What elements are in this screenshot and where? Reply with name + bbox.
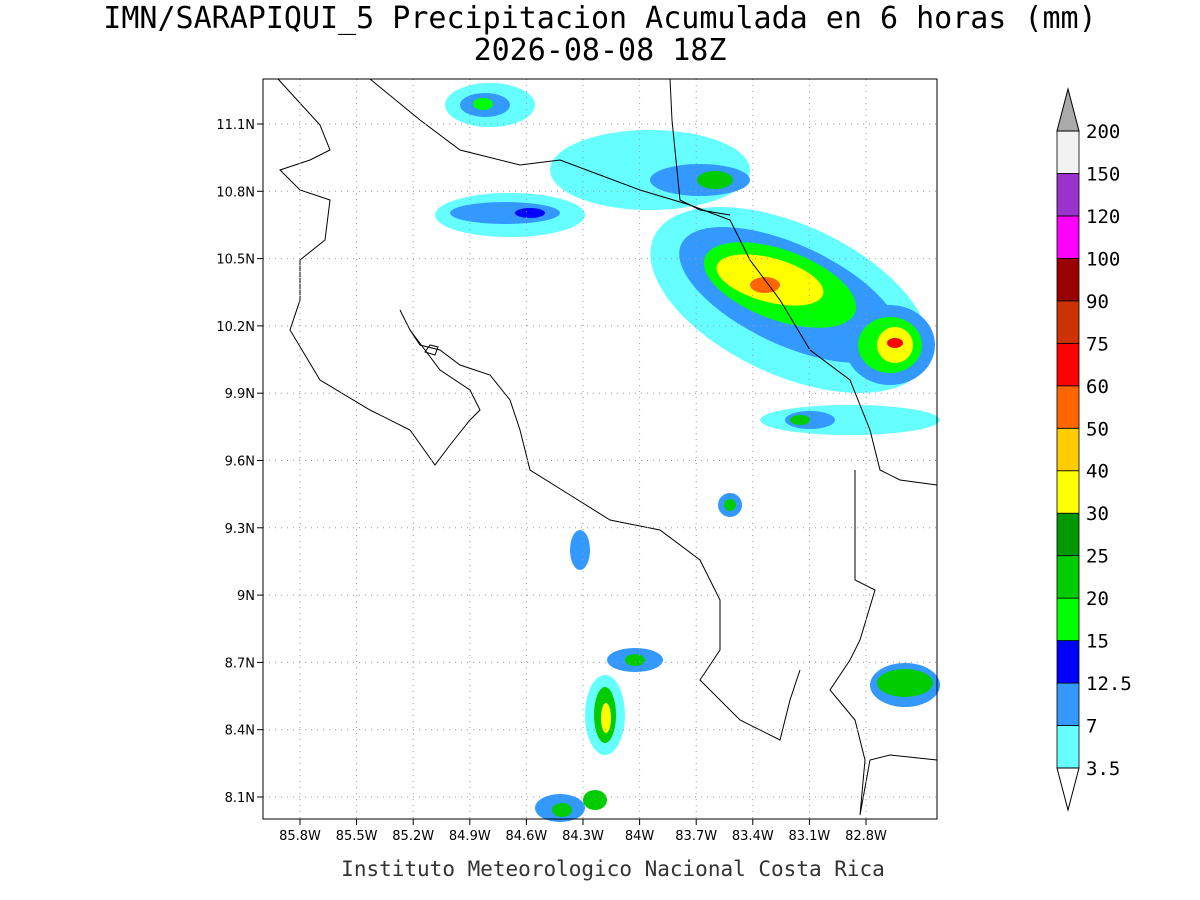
lat-tick-label: 9.6N bbox=[225, 455, 255, 470]
colorbar-label: 100 bbox=[1086, 248, 1120, 270]
colorbar-label: 120 bbox=[1086, 206, 1120, 228]
lat-tick-label: 11.1N bbox=[216, 118, 255, 133]
colorbar-label: 200 bbox=[1086, 121, 1120, 143]
lon-tick-label: 84.9W bbox=[449, 829, 491, 844]
precipitation-field bbox=[435, 83, 940, 822]
lat-tick-label: 9N bbox=[237, 589, 255, 604]
colorbar-band bbox=[1056, 555, 1080, 599]
colorbar-label: 30 bbox=[1086, 503, 1109, 525]
graticule bbox=[263, 79, 937, 819]
colorbar-band bbox=[1056, 385, 1080, 429]
colorbar-label: 60 bbox=[1086, 376, 1109, 398]
colorbar-label: 3.5 bbox=[1086, 758, 1120, 780]
axis-ticks: 85.8W 85.5W 85.2W 84.9W 84.6W 84.3W 84W 83.7W 83… bbox=[216, 118, 887, 844]
title: IMN/SARAPIQUI_5 Precipitacion Acumulada … bbox=[103, 1, 1096, 36]
colorbar-band bbox=[1056, 427, 1080, 472]
colorbar-band bbox=[1056, 342, 1080, 387]
colorbar-band bbox=[1056, 300, 1080, 344]
lon-tick-label: 83.1W bbox=[788, 829, 830, 844]
map-frame bbox=[262, 78, 938, 820]
lon-tick-label: 84.3W bbox=[562, 829, 604, 844]
colorbar-label: 25 bbox=[1086, 546, 1109, 568]
lon-tick-label: 84.6W bbox=[505, 829, 547, 844]
lon-tick-label: 83.4W bbox=[732, 829, 774, 844]
colorbar-label: 150 bbox=[1086, 163, 1120, 185]
colorbar-under bbox=[1056, 767, 1080, 812]
subtitle: 2026-08-08 18Z bbox=[474, 33, 727, 68]
colorbar-label: 90 bbox=[1086, 291, 1109, 313]
colorbar-band bbox=[1056, 512, 1080, 557]
coastline bbox=[277, 78, 938, 816]
colorbar-band bbox=[1056, 725, 1080, 769]
lat-tick-label: 8.7N bbox=[225, 656, 255, 671]
colorbar-label: 15 bbox=[1086, 631, 1109, 653]
lat-tick-label: 8.4N bbox=[225, 724, 255, 739]
footer: Instituto Meteorologico Nacional Costa R… bbox=[341, 857, 885, 881]
colorbar: 3.5 7 12.5 15 20 25 30 40 50 60 75 90 100 120 150 200 bbox=[1056, 87, 1132, 812]
colorbar-band bbox=[1056, 130, 1080, 174]
lat-tick-label: 8.1N bbox=[225, 791, 255, 806]
lon-tick-label: 85.5W bbox=[336, 829, 378, 844]
lat-tick-label: 9.3N bbox=[225, 522, 255, 537]
lat-tick-label: 10.2N bbox=[216, 320, 255, 335]
colorbar-band bbox=[1056, 597, 1080, 642]
lon-tick-label: 82.8W bbox=[845, 829, 887, 844]
colorbar-band bbox=[1056, 682, 1080, 726]
colorbar-band bbox=[1056, 257, 1080, 302]
colorbar-label: 20 bbox=[1086, 588, 1109, 610]
colorbar-over bbox=[1056, 87, 1080, 132]
colorbar-band bbox=[1056, 173, 1080, 217]
colorbar-label: 40 bbox=[1086, 461, 1109, 483]
lon-tick-label: 84W bbox=[625, 829, 655, 844]
colorbar-label: 75 bbox=[1086, 333, 1109, 355]
colorbar-band bbox=[1056, 640, 1080, 684]
lon-tick-label: 85.2W bbox=[392, 829, 434, 844]
colorbar-band bbox=[1056, 215, 1080, 259]
lon-tick-label: 83.7W bbox=[675, 829, 717, 844]
lat-tick-label: 10.5N bbox=[216, 253, 255, 268]
lat-tick-label: 9.9N bbox=[225, 387, 255, 402]
colorbar-band bbox=[1056, 470, 1080, 514]
colorbar-label: 7 bbox=[1086, 716, 1097, 738]
lon-tick-label: 85.8W bbox=[279, 829, 321, 844]
lat-tick-label: 10.8N bbox=[216, 185, 255, 200]
colorbar-label: 12.5 bbox=[1086, 673, 1132, 695]
colorbar-label: 50 bbox=[1086, 418, 1109, 440]
